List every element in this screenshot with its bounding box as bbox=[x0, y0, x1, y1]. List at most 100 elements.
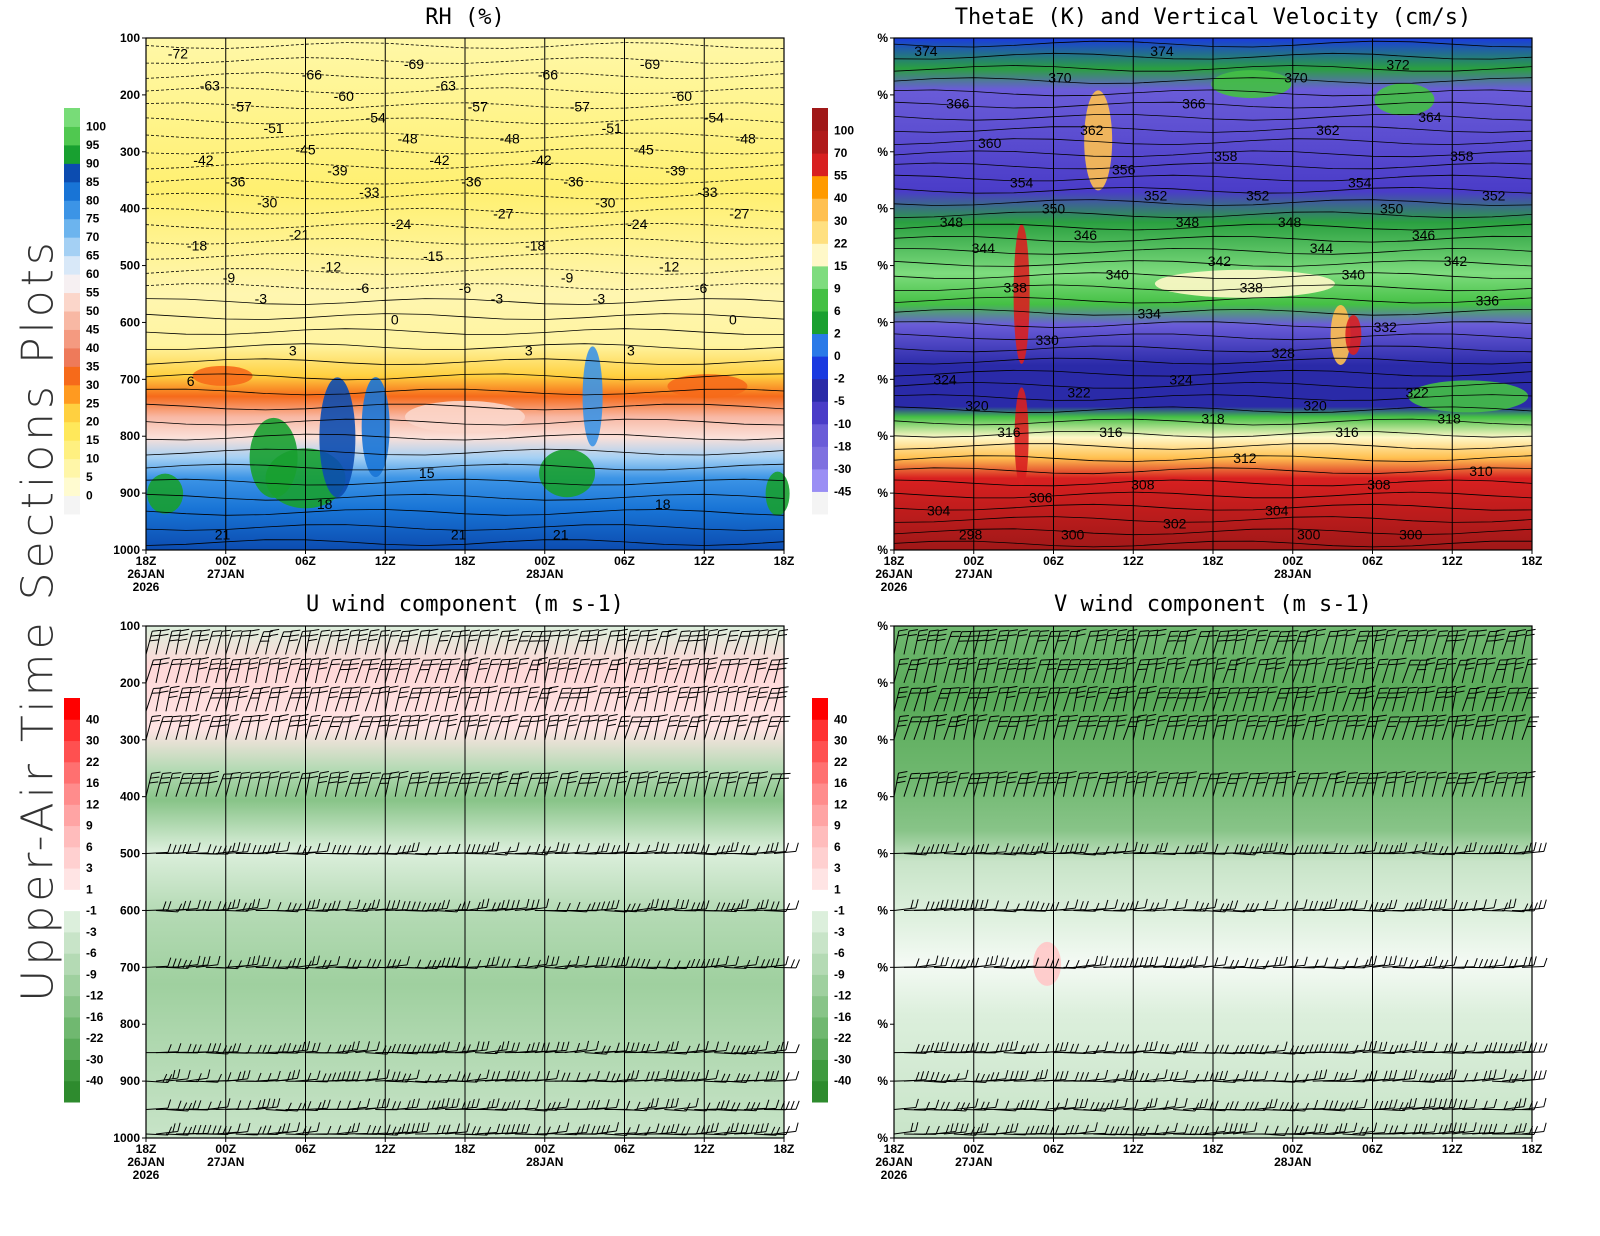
wind-barb-feather bbox=[1373, 841, 1378, 851]
wind-barb-feather bbox=[1144, 898, 1148, 908]
wind-barb-feather bbox=[307, 900, 311, 910]
wind-barb bbox=[375, 1079, 398, 1082]
wind-barb-feather bbox=[336, 956, 341, 966]
rh-contour-label: 3 bbox=[627, 342, 635, 358]
wind-barb-feather bbox=[237, 1123, 241, 1133]
wind-barb bbox=[175, 630, 181, 655]
wind-barb bbox=[374, 631, 382, 655]
wind-barb-feather bbox=[1533, 1125, 1538, 1135]
wind-barb bbox=[773, 687, 781, 712]
wind-barb bbox=[744, 1131, 767, 1135]
wind-barb-feather bbox=[1149, 658, 1159, 661]
wind-barb-feather bbox=[765, 844, 770, 854]
wind-barb bbox=[215, 773, 225, 797]
rh-contour-label: -63 bbox=[436, 77, 456, 93]
wind-barb-feather bbox=[1156, 633, 1166, 637]
colorbar-swatch bbox=[812, 311, 828, 335]
wind-barb-feather bbox=[247, 1044, 252, 1054]
wind-barb-feather bbox=[1218, 714, 1228, 717]
wind-barb bbox=[1013, 688, 1021, 712]
wind-barb-feather bbox=[1119, 957, 1124, 967]
rh-contour-label: -72 bbox=[168, 45, 188, 61]
wind-barb-feather bbox=[291, 629, 301, 632]
wind-barb bbox=[1262, 716, 1271, 740]
wind-barb-feather bbox=[1309, 900, 1314, 910]
rh-contour-label: -9 bbox=[223, 269, 236, 285]
wind-barb bbox=[335, 1130, 358, 1135]
wind-barb bbox=[295, 1109, 318, 1111]
wind-barb bbox=[1332, 716, 1340, 740]
wind-barb bbox=[464, 773, 472, 797]
wind-barb-feather bbox=[916, 638, 926, 642]
wind-barb-feather bbox=[709, 771, 720, 774]
wind-barb-feather bbox=[1060, 1071, 1064, 1080]
wind-barb-feather bbox=[669, 719, 679, 722]
wind-barb-feather bbox=[249, 662, 259, 665]
wind-barb bbox=[1362, 964, 1385, 968]
x-tick-label: 18Z bbox=[136, 554, 157, 568]
wind-barb-feather bbox=[1264, 1125, 1269, 1135]
wind-barb-feather bbox=[506, 1124, 511, 1134]
rh-contour-line bbox=[145, 222, 785, 230]
wind-barb-feather bbox=[258, 718, 268, 722]
thetae-contour-label: 340 bbox=[1106, 266, 1130, 282]
wind-barb bbox=[414, 773, 421, 797]
wind-barb-feather bbox=[371, 959, 377, 968]
wind-barb-feather bbox=[1139, 957, 1144, 967]
wind-barb bbox=[564, 1132, 587, 1135]
wind-barb bbox=[644, 908, 667, 911]
wind-barb-feather bbox=[291, 714, 301, 718]
wind-barb-feather bbox=[366, 1041, 370, 1051]
wind-barb-feather bbox=[469, 634, 479, 637]
wind-barb-feather bbox=[1244, 1101, 1249, 1111]
wind-barb-feather bbox=[616, 1098, 620, 1108]
wind-barb-feather bbox=[210, 770, 220, 774]
wind-barb bbox=[1132, 659, 1142, 684]
wind-barb-feather bbox=[259, 776, 269, 779]
wind-barb bbox=[943, 659, 951, 684]
wind-barb-feather bbox=[327, 1125, 332, 1135]
rh-contour-label: -48 bbox=[736, 131, 756, 147]
wind-barb-feather bbox=[1403, 1123, 1408, 1133]
wind-barb-feather bbox=[918, 657, 928, 660]
wind-barb-feather bbox=[330, 663, 340, 666]
wind-barb-feather bbox=[739, 657, 749, 661]
colorbar-label: 80 bbox=[86, 193, 100, 207]
wind-barb bbox=[1122, 659, 1129, 683]
wind-barb-feather bbox=[1453, 1122, 1457, 1132]
wind-barb bbox=[1242, 659, 1249, 683]
wind-barb-feather bbox=[930, 1072, 935, 1081]
wind-barb-feather bbox=[938, 771, 948, 774]
wind-barb-feather bbox=[749, 663, 759, 666]
wind-barb bbox=[584, 773, 592, 797]
wind-barb-feather bbox=[765, 1122, 769, 1132]
wind-barb-feather bbox=[1286, 775, 1296, 779]
wind-barb bbox=[384, 716, 391, 740]
wind-barb bbox=[245, 659, 251, 683]
wind-barb bbox=[444, 659, 452, 684]
wind-barb-feather bbox=[227, 1098, 231, 1108]
wind-barb-feather bbox=[1000, 686, 1010, 689]
wind-barb-feather bbox=[1079, 772, 1089, 774]
wind-barb bbox=[643, 659, 651, 684]
wind-barb-feather bbox=[1174, 1071, 1179, 1081]
wind-barb-feather bbox=[1104, 1102, 1110, 1112]
thetae-blob bbox=[1330, 304, 1351, 365]
wind-barb-feather bbox=[971, 687, 981, 690]
wind-barb bbox=[155, 773, 163, 797]
wind-barb bbox=[1482, 1132, 1505, 1135]
x-tick-label: 06Z bbox=[1043, 554, 1064, 568]
wind-barb bbox=[1113, 850, 1136, 855]
rh-contour-line bbox=[145, 57, 785, 64]
wind-barb-feather bbox=[1198, 657, 1208, 660]
wind-barb-feather bbox=[737, 724, 747, 727]
wind-barb bbox=[255, 659, 261, 683]
rh-contour-label: -3 bbox=[593, 291, 606, 307]
thetae-contour-label: 340 bbox=[1342, 266, 1366, 282]
wind-barb-feather bbox=[935, 1099, 940, 1109]
wind-barb bbox=[434, 716, 442, 740]
wind-barb-feather bbox=[528, 696, 538, 699]
wind-barb bbox=[1511, 716, 1518, 740]
wind-barb bbox=[694, 853, 717, 856]
wind-barb bbox=[624, 716, 633, 740]
